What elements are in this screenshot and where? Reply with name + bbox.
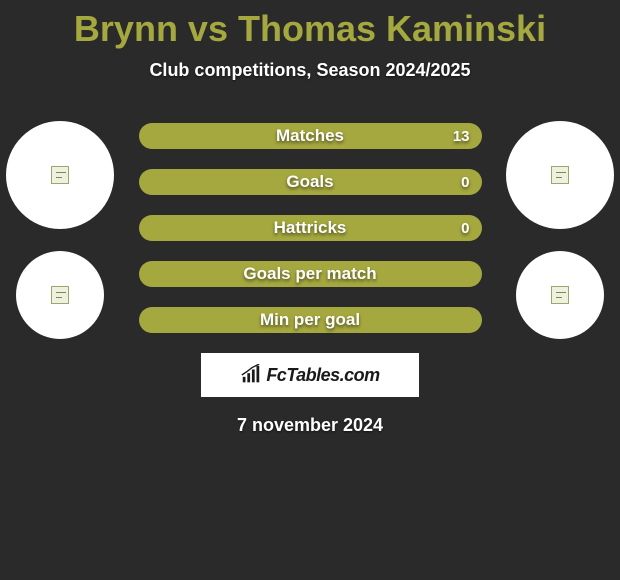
subtitle: Club competitions, Season 2024/2025 [0,60,620,81]
stat-bar-hattricks: Hattricks 0 [139,215,482,241]
stat-bar-goals: Goals 0 [139,169,482,195]
broken-image-icon [551,166,569,184]
source-logo: FcTables.com [201,353,419,397]
stat-label: Hattricks [274,218,347,238]
stat-value-right: 13 [453,128,470,145]
avatar-right-player [506,121,614,229]
stats-area: Matches 13 Goals 0 Hattricks 0 Goals per… [0,121,620,436]
broken-image-icon [51,286,69,304]
stat-value-right: 0 [461,220,469,237]
stat-label: Min per goal [260,310,360,330]
stat-bar-min-per-goal: Min per goal [139,307,482,333]
stat-bar-goals-per-match: Goals per match [139,261,482,287]
avatar-right-club [516,251,604,339]
broken-image-icon [551,286,569,304]
stat-bars: Matches 13 Goals 0 Hattricks 0 Goals per… [139,121,482,333]
stat-value-right: 0 [461,174,469,191]
stat-label: Goals per match [243,264,376,284]
avatar-left-player [6,121,114,229]
avatar-left-club [16,251,104,339]
stat-bar-matches: Matches 13 [139,123,482,149]
logo-text: FcTables.com [266,365,379,386]
stat-label: Matches [276,126,344,146]
stat-label: Goals [286,172,333,192]
chart-icon [240,364,262,386]
date-text: 7 november 2024 [0,415,620,436]
page-title: Brynn vs Thomas Kaminski [0,0,620,50]
broken-image-icon [51,166,69,184]
